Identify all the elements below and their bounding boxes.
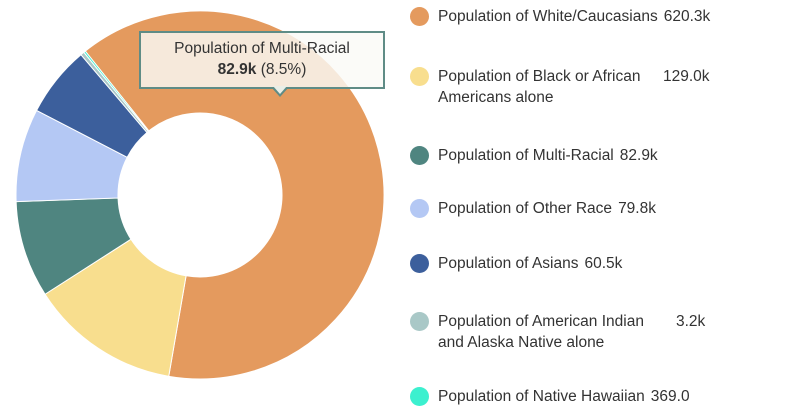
legend-swatch-american-indian — [410, 312, 429, 331]
legend-item-native-hawaiian[interactable]: Population of Native Hawaiian 369.0 — [410, 386, 780, 407]
tooltip-pointer-fill — [273, 86, 287, 94]
legend-value-other: 79.8k — [618, 200, 656, 217]
legend-value-black: 129.0k — [663, 68, 710, 85]
donut-chart — [15, 10, 385, 380]
chart-tooltip: Population of Multi-Racial 82.9k (8.5%) — [139, 31, 385, 89]
slice-white[interactable] — [83, 10, 385, 380]
tooltip-value-line: 82.9k (8.5%) — [141, 59, 383, 80]
legend-swatch-asians — [410, 254, 429, 273]
legend-item-white[interactable]: Population of White/Caucasians 620.3k — [410, 6, 780, 27]
legend-swatch-multiracial — [410, 146, 429, 165]
legend-item-other[interactable]: Population of Other Race 79.8k — [410, 198, 780, 219]
tooltip-title: Population of Multi-Racial — [174, 40, 350, 57]
legend-item-multiracial[interactable]: Population of Multi-Racial 82.9k — [410, 145, 780, 166]
tooltip-percent: (8.5%) — [260, 61, 307, 78]
legend-value-asians: 60.5k — [584, 255, 623, 272]
legend-label-white: Population of White/Caucasians — [438, 8, 658, 25]
legend-label-american-indian: Population of American Indian and Alaska… — [438, 313, 644, 351]
legend-value-multiracial: 82.9k — [619, 147, 658, 164]
tooltip-value: 82.9k — [217, 61, 257, 78]
legend-swatch-native-hawaiian — [410, 387, 429, 406]
legend-label-asians: Population of Asians — [438, 255, 579, 272]
legend-value-american-indian: 3.2k — [676, 313, 706, 330]
legend-item-american-indian[interactable]: Population of American Indian and Alaska… — [410, 311, 780, 353]
legend-label-black: Population of Black or African Americans… — [438, 68, 641, 106]
legend-item-asians[interactable]: Population of Asians 60.5k — [410, 253, 780, 274]
slice-native-hawaiian[interactable] — [83, 50, 150, 133]
chart-legend: Population of White/Caucasians 620.3k Pop… — [410, 0, 780, 411]
legend-value-white: 620.3k — [663, 8, 711, 25]
legend-swatch-white — [410, 7, 429, 26]
legend-label-multiracial: Population of Multi-Racial — [438, 147, 614, 164]
legend-label-native-hawaiian: Population of Native Hawaiian — [438, 388, 645, 405]
legend-label-other: Population of Other Race — [438, 200, 613, 217]
legend-value-native-hawaiian: 369.0 — [650, 388, 690, 405]
legend-swatch-other — [410, 199, 429, 218]
legend-swatch-black — [410, 67, 429, 86]
legend-item-black[interactable]: Population of Black or African Americans… — [410, 66, 780, 108]
